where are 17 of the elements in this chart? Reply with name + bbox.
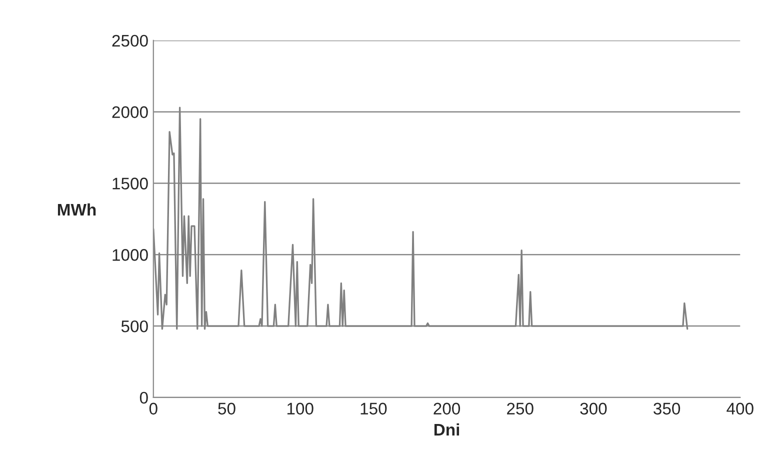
x-tick-label: 0 — [149, 402, 158, 415]
x-tick-label: 250 — [507, 402, 534, 415]
x-axis-title: Dni — [434, 423, 460, 436]
x-tick-label: 100 — [287, 402, 314, 415]
x-tick-label: 50 — [218, 402, 236, 415]
x-tick-label: 350 — [654, 402, 680, 415]
x-tick-label: 300 — [580, 402, 607, 415]
y-tick-label: 2500 — [112, 34, 148, 47]
y-tick-label: 1000 — [112, 249, 148, 261]
y-tick-label: 500 — [121, 320, 148, 332]
y-axis-title: MWh — [58, 203, 96, 216]
x-tick-label: 400 — [726, 402, 754, 415]
x-tick-label: 150 — [360, 402, 387, 415]
y-tick-label: 0 — [140, 392, 148, 404]
y-tick-label: 1500 — [112, 178, 148, 190]
y-tick-label: 2000 — [112, 106, 148, 118]
x-tick-label: 200 — [434, 402, 460, 415]
